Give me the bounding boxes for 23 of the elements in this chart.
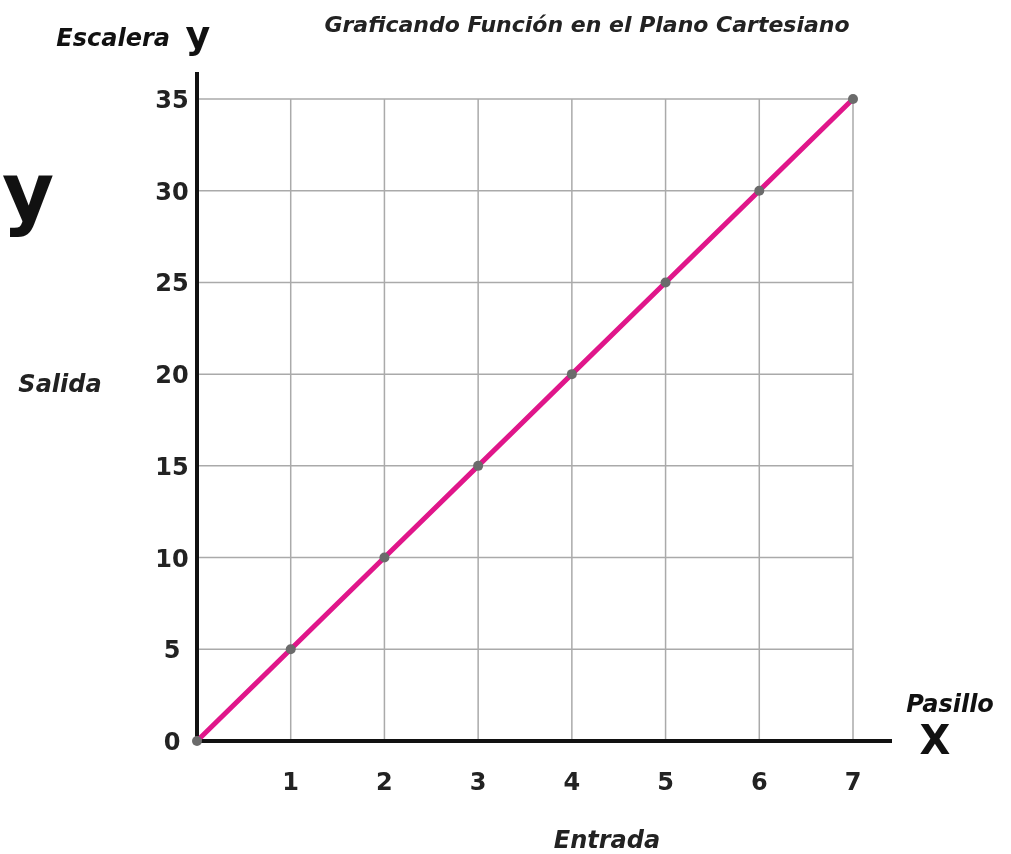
x-tick-label: 2 [376,768,393,796]
y-tick-label: 35 [155,86,189,114]
x-tick-label: 1 [282,768,300,796]
y-tick-label: 10 [155,544,189,573]
text: Escalera [56,24,170,52]
chart-title: Graficando Función en el Plano Cartesiano [324,12,850,37]
y-tick-label: 25 [155,269,189,298]
x-axis-title: Entrada [553,826,661,854]
x-tick-label: 7 [844,768,862,796]
y-tick-label: 0 [163,728,181,756]
text: y [2,146,55,239]
x-tick-label: 5 [657,768,674,796]
y-tick-label: 5 [163,636,181,665]
y-axis-title: Salida [18,370,102,398]
x-tick-label: 3 [469,768,487,796]
y-tick-label: 30 [155,177,189,206]
x-tick-label: 4 [563,768,581,796]
text: X [919,717,951,763]
y-tick-label: 20 [155,361,189,390]
y-tick-label: 15 [155,452,189,481]
text: Pasillo [906,690,994,718]
text: y [185,13,211,57]
x-tick-label: 6 [750,768,768,796]
